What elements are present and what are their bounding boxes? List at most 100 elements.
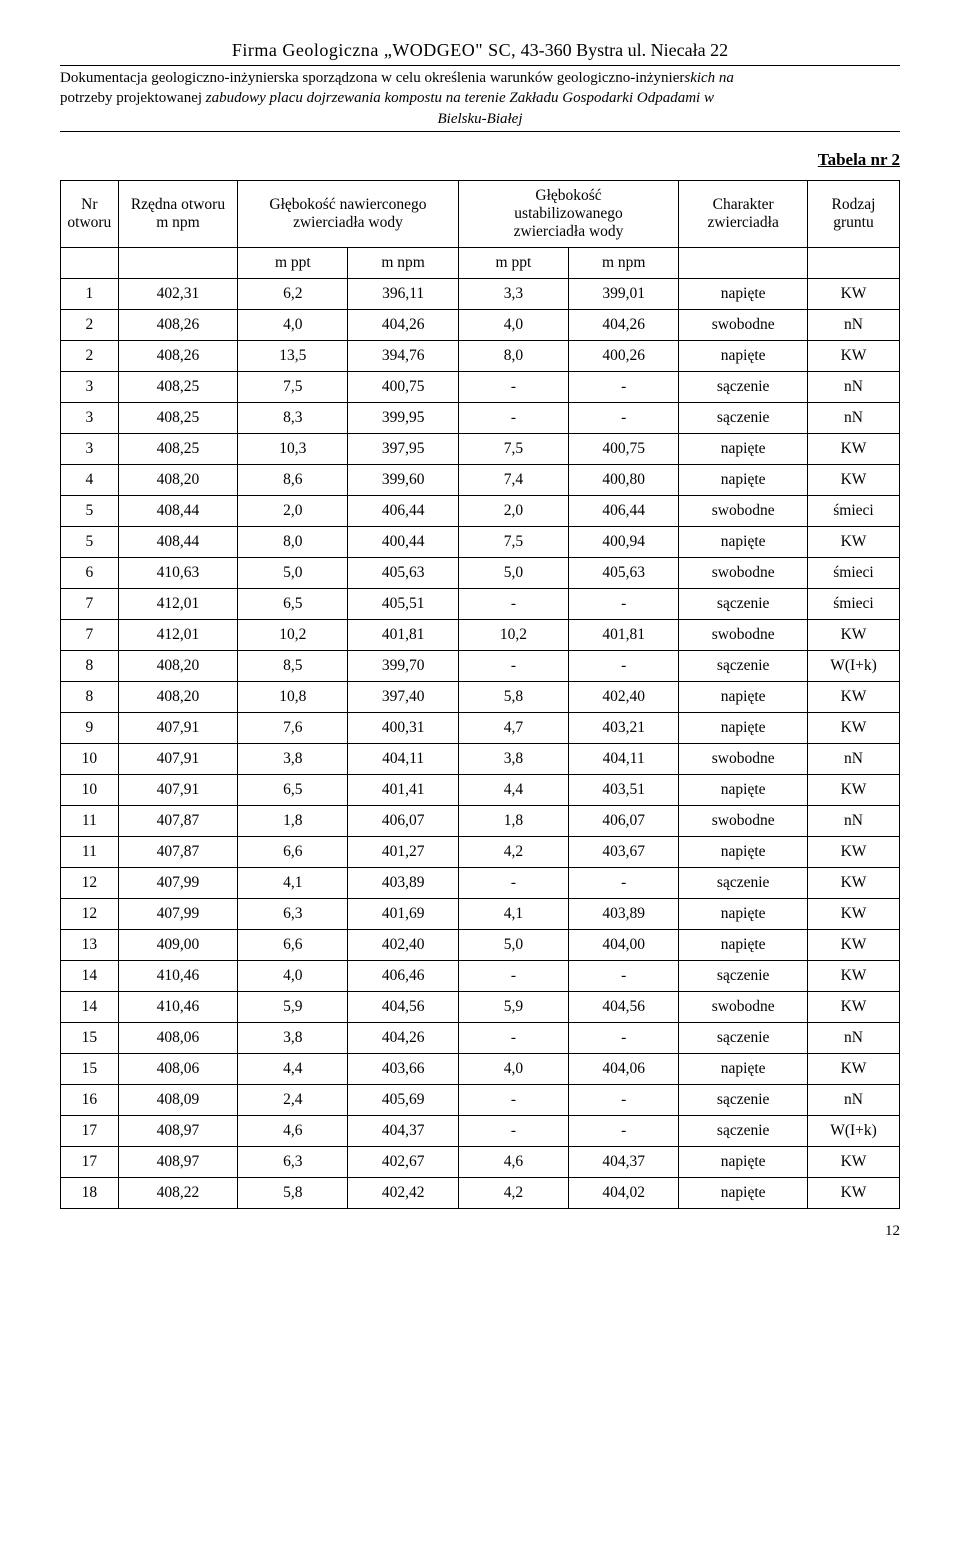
table-cell: 403,89 — [348, 867, 458, 898]
table-row: 10407,913,8404,113,8404,11swobodnenN — [61, 743, 900, 774]
table-cell: 18 — [61, 1177, 119, 1208]
table-cell: 7 — [61, 588, 119, 619]
col-gleb-ust-l3: zwierciadła wody — [514, 223, 624, 240]
table-cell: 2,0 — [458, 495, 568, 526]
table-row: 7412,016,5405,51--sączenieśmieci — [61, 588, 900, 619]
unit-blank-3 — [679, 247, 808, 278]
table-cell: 12 — [61, 867, 119, 898]
table-cell: 403,66 — [348, 1053, 458, 1084]
table-cell: 401,27 — [348, 836, 458, 867]
data-table: Nr otworu Rzędna otworu m npm Głębokość … — [60, 180, 900, 1209]
table-cell: 399,95 — [348, 402, 458, 433]
table-cell: 404,37 — [348, 1115, 458, 1146]
table-cell: - — [458, 1115, 568, 1146]
table-cell: 5,0 — [458, 557, 568, 588]
table-cell: 406,07 — [569, 805, 679, 836]
table-cell: 397,95 — [348, 433, 458, 464]
table-cell: sączenie — [679, 371, 808, 402]
table-cell: 3 — [61, 402, 119, 433]
table-cell: - — [569, 402, 679, 433]
table-row: 12407,996,3401,694,1403,89napięteKW — [61, 898, 900, 929]
table-cell: 406,07 — [348, 805, 458, 836]
table-cell: 10,2 — [238, 619, 348, 650]
table-cell: 15 — [61, 1053, 119, 1084]
table-cell: KW — [808, 340, 900, 371]
separator-bottom — [60, 131, 900, 132]
table-cell: KW — [808, 898, 900, 929]
table-cell: napięte — [679, 340, 808, 371]
table-cell: 5 — [61, 495, 119, 526]
table-cell: KW — [808, 619, 900, 650]
table-cell: swobodne — [679, 805, 808, 836]
table-row: 17408,974,6404,37--sączenieW(I+k) — [61, 1115, 900, 1146]
table-row: 15408,064,4403,664,0404,06napięteKW — [61, 1053, 900, 1084]
table-row: 16408,092,4405,69--sączenienN — [61, 1084, 900, 1115]
table-cell: - — [569, 650, 679, 681]
table-cell: - — [569, 1084, 679, 1115]
doc-description-line3: Bielsku-Białej — [60, 109, 900, 129]
table-cell: KW — [808, 278, 900, 309]
table-cell: 15 — [61, 1022, 119, 1053]
table-cell: 407,91 — [118, 774, 237, 805]
table-cell: 408,20 — [118, 681, 237, 712]
table-cell: 4,4 — [238, 1053, 348, 1084]
table-cell: 4 — [61, 464, 119, 495]
col-rzedna-l1: Rzędna otworu — [131, 196, 225, 213]
table-cell: 402,40 — [569, 681, 679, 712]
table-cell: - — [458, 960, 568, 991]
table-cell: 4,6 — [238, 1115, 348, 1146]
table-cell: sączenie — [679, 960, 808, 991]
col-nr-l2: otworu — [67, 214, 111, 231]
table-title: Tabela nr 2 — [60, 150, 900, 170]
table-cell: napięte — [679, 898, 808, 929]
table-cell: swobodne — [679, 991, 808, 1022]
table-cell: 7,6 — [238, 712, 348, 743]
table-row: 5408,442,0406,442,0406,44swobodneśmieci — [61, 495, 900, 526]
table-cell: 408,97 — [118, 1115, 237, 1146]
table-cell: 407,87 — [118, 836, 237, 867]
table-cell: 400,80 — [569, 464, 679, 495]
table-cell: 399,01 — [569, 278, 679, 309]
col-gleb-ust-l2: ustabilizowanego — [514, 205, 622, 222]
table-row: 1402,316,2396,113,3399,01napięteKW — [61, 278, 900, 309]
col-rodzaj-l1: Rodzaj — [832, 196, 876, 213]
table-cell: 397,40 — [348, 681, 458, 712]
table-cell: 399,60 — [348, 464, 458, 495]
table-cell: KW — [808, 960, 900, 991]
table-cell: 408,97 — [118, 1146, 237, 1177]
table-cell: napięte — [679, 774, 808, 805]
table-row: 6410,635,0405,635,0405,63swobodneśmieci — [61, 557, 900, 588]
table-cell: 400,75 — [348, 371, 458, 402]
table-cell: 408,20 — [118, 650, 237, 681]
table-cell: 12 — [61, 898, 119, 929]
table-cell: 10,2 — [458, 619, 568, 650]
table-cell: 408,25 — [118, 402, 237, 433]
table-row: 3408,2510,3397,957,5400,75napięteKW — [61, 433, 900, 464]
table-cell: 400,31 — [348, 712, 458, 743]
doc-line2-italic: zabudowy placu dojrzewania kompostu na t… — [206, 90, 714, 106]
table-cell: napięte — [679, 1177, 808, 1208]
table-cell: 412,01 — [118, 588, 237, 619]
table-cell: 9 — [61, 712, 119, 743]
table-row: 15408,063,8404,26--sączenienN — [61, 1022, 900, 1053]
table-cell: 8,5 — [238, 650, 348, 681]
col-rodzaj: Rodzaj gruntu — [808, 180, 900, 247]
table-cell: 407,91 — [118, 712, 237, 743]
table-cell: 2,4 — [238, 1084, 348, 1115]
unit-mnpm-1: m npm — [348, 247, 458, 278]
table-cell: 13,5 — [238, 340, 348, 371]
table-cell: 4,1 — [238, 867, 348, 898]
table-cell: W(I+k) — [808, 650, 900, 681]
table-cell: 400,26 — [569, 340, 679, 371]
doc-description-line1: Dokumentacja geologiczno-inżynierska spo… — [60, 68, 900, 88]
header-row-units: m ppt m npm m ppt m npm — [61, 247, 900, 278]
table-cell: śmieci — [808, 495, 900, 526]
table-cell: 5,0 — [238, 557, 348, 588]
table-cell: napięte — [679, 433, 808, 464]
table-cell: 405,63 — [569, 557, 679, 588]
col-gleb-naw-l2: zwierciadła wody — [293, 214, 403, 231]
table-cell: 402,67 — [348, 1146, 458, 1177]
table-cell: napięte — [679, 464, 808, 495]
doc-description-line2: potrzeby projektowanej zabudowy placu do… — [60, 88, 900, 108]
table-row: 4408,208,6399,607,4400,80napięteKW — [61, 464, 900, 495]
